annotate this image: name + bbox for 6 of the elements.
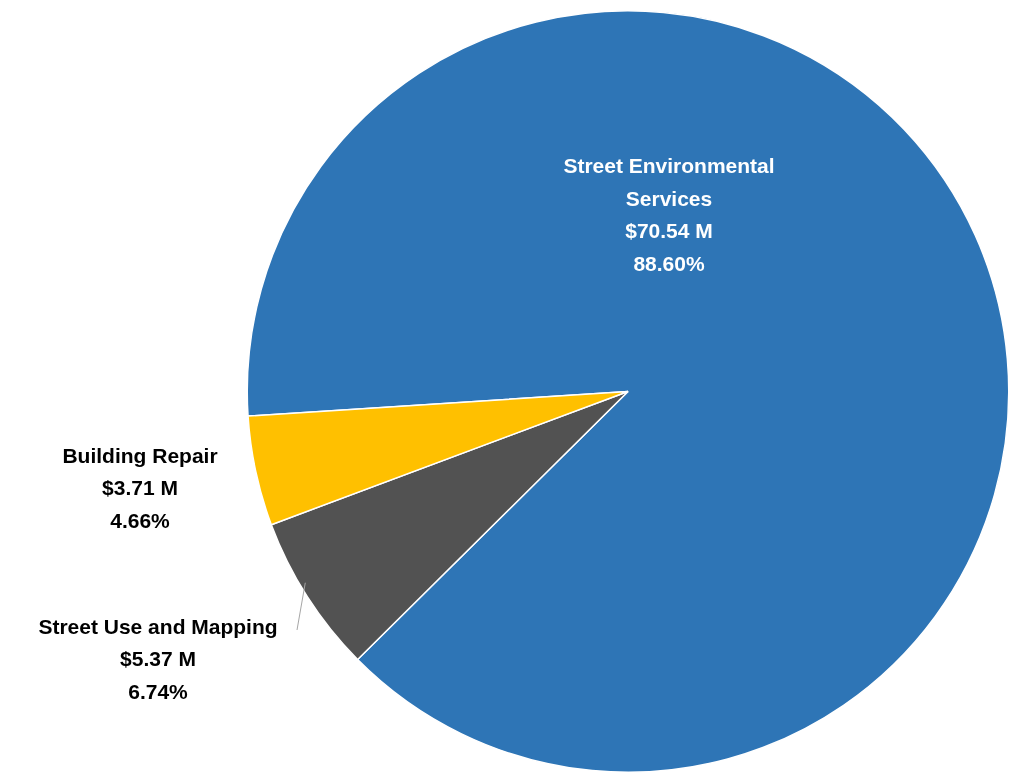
data-label: $5.37 M 6.74% [120,647,196,703]
slice-label: Street Use and Mapping [38,614,278,638]
slice-label: Building Repair [62,443,218,467]
data-label: $70.54 M 88.60% [625,219,713,275]
slice-label: Street Environmental Services [563,154,775,210]
data-label: $3.71 M 4.66% [102,476,178,532]
